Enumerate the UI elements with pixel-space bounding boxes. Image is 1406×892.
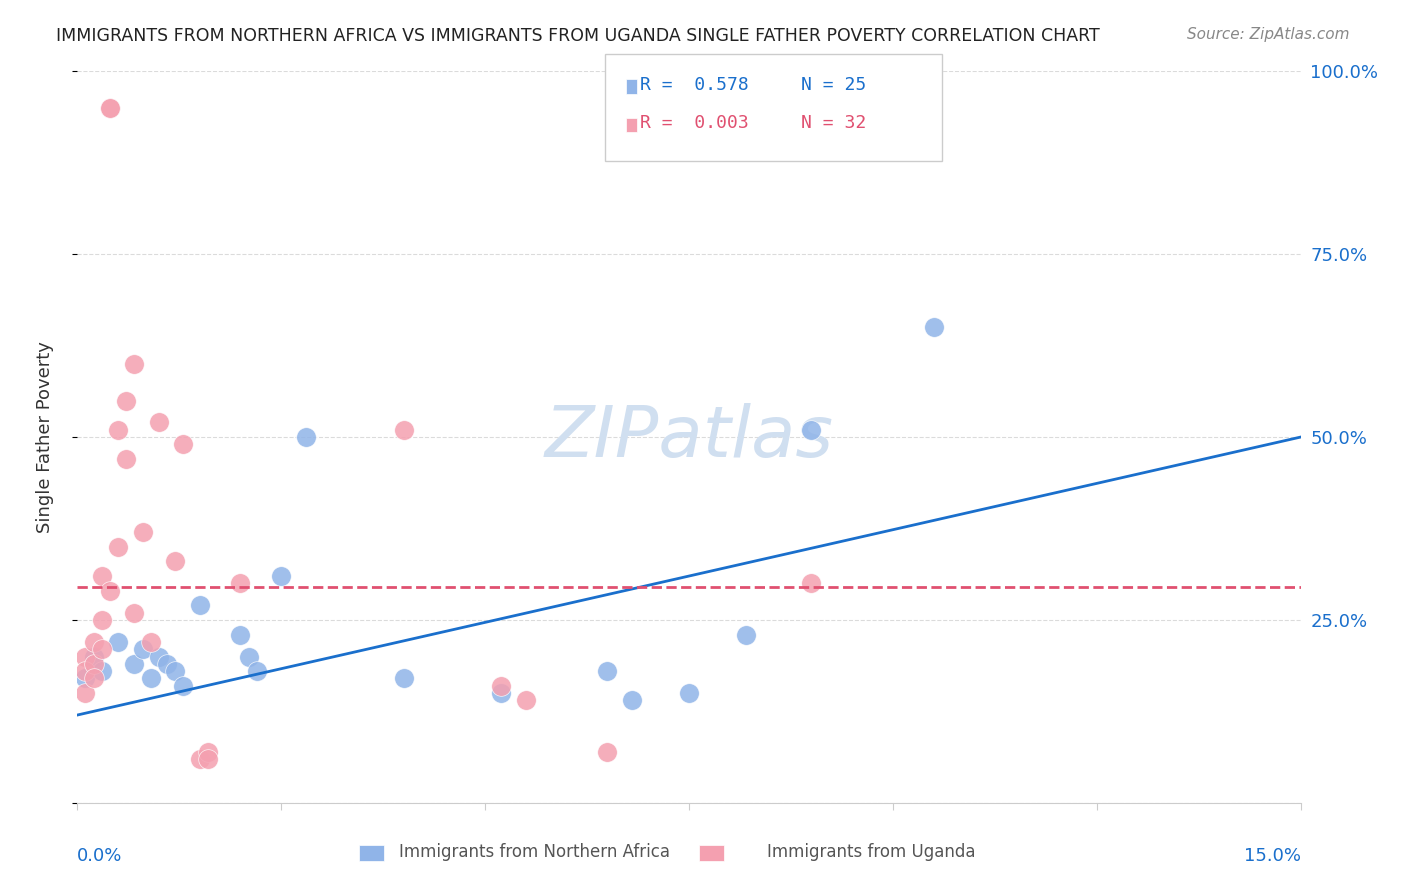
Point (115, 393, 138, 408)
Point (165, 554, 187, 568)
Point (148, 649, 170, 664)
Point (148, 416, 170, 430)
Point (98, 583, 121, 598)
Point (90, 613, 112, 627)
Text: R =  0.003: R = 0.003 (640, 114, 748, 132)
Point (491, 679, 513, 693)
Point (98, 101, 121, 115)
Point (75, 664, 97, 678)
Point (491, 686, 513, 700)
Point (83, 672, 105, 686)
Point (197, 752, 219, 766)
Point (515, 693, 537, 707)
Point (115, 452, 138, 467)
Point (596, 745, 619, 759)
Point (75, 686, 97, 700)
Point (735, 627, 758, 641)
Point (800, 576, 823, 591)
Point (229, 576, 252, 591)
Point (172, 679, 194, 693)
Point (270, 569, 292, 583)
Text: Immigrants from Uganda: Immigrants from Uganda (768, 843, 976, 861)
Point (620, 693, 643, 707)
Point (246, 664, 269, 678)
Point (98, 101, 121, 115)
Point (188, 752, 211, 766)
Point (294, 430, 316, 444)
Point (83, 649, 105, 664)
Point (90, 642, 112, 657)
Text: N = 32: N = 32 (801, 114, 866, 132)
Point (165, 664, 187, 678)
Point (139, 672, 162, 686)
Point (83, 635, 105, 649)
Point (90, 569, 112, 583)
Point (90, 664, 112, 678)
Point (139, 635, 162, 649)
Point (83, 657, 105, 671)
Point (75, 649, 97, 664)
Text: Source: ZipAtlas.com: Source: ZipAtlas.com (1187, 27, 1350, 42)
Point (197, 745, 219, 759)
Text: IMMIGRANTS FROM NORTHERN AFRICA VS IMMIGRANTS FROM UGANDA SINGLE FATHER POVERTY : IMMIGRANTS FROM NORTHERN AFRICA VS IMMIG… (56, 27, 1099, 45)
Y-axis label: Single Father Poverty: Single Father Poverty (35, 341, 53, 533)
Point (229, 627, 252, 641)
Text: ZIPatlas: ZIPatlas (544, 402, 834, 472)
Point (238, 649, 260, 664)
Point (124, 357, 146, 371)
Point (172, 437, 194, 451)
Point (131, 642, 153, 657)
Point (75, 672, 97, 686)
Point (392, 672, 415, 686)
Text: 0.0%: 0.0% (77, 847, 122, 864)
Text: R =  0.578: R = 0.578 (640, 76, 748, 94)
Text: N = 25: N = 25 (801, 76, 866, 94)
Point (800, 423, 823, 437)
Point (596, 664, 619, 678)
Point (124, 606, 146, 620)
Point (107, 540, 129, 554)
Point (678, 686, 700, 700)
Point (124, 657, 146, 671)
Point (188, 599, 211, 613)
Text: Immigrants from Northern Africa: Immigrants from Northern Africa (399, 843, 669, 861)
Point (131, 525, 153, 540)
Text: 15.0%: 15.0% (1243, 847, 1301, 864)
Point (392, 423, 415, 437)
Point (107, 423, 129, 437)
Point (156, 657, 179, 671)
Point (107, 635, 129, 649)
Point (922, 320, 945, 334)
